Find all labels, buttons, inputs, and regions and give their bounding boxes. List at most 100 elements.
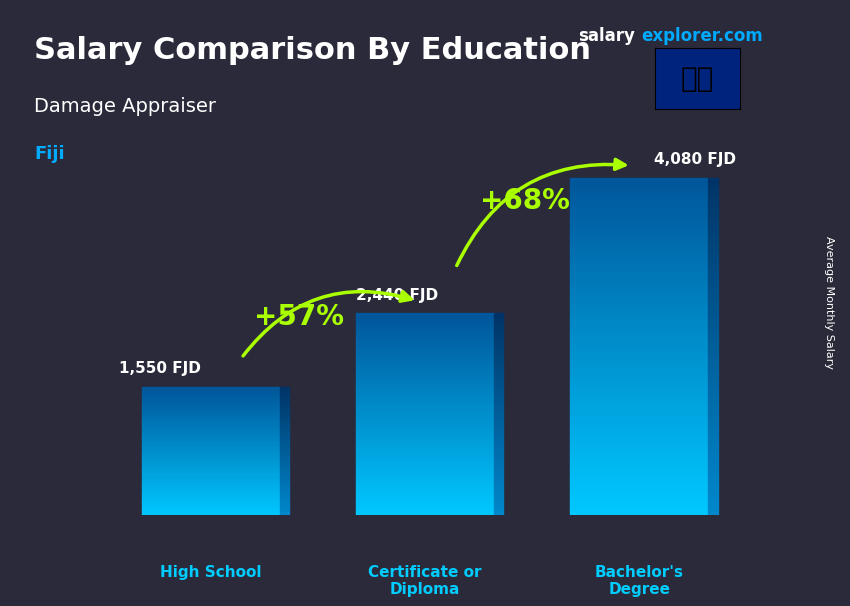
Bar [708,335,717,341]
Bar [708,425,717,431]
Bar [570,352,708,358]
Bar [142,402,280,404]
Bar [142,504,280,507]
Bar [280,490,289,491]
Bar [570,330,708,335]
Bar [708,268,717,273]
Bar [708,296,717,302]
Bar [356,320,494,324]
Bar [142,445,280,447]
Bar [708,302,717,307]
Bar [142,491,280,494]
Bar [494,371,503,374]
Bar [570,347,708,352]
Bar [570,307,708,313]
Bar [142,447,280,449]
Bar [570,206,708,211]
Bar [494,491,503,495]
Bar [708,397,717,403]
Bar [280,462,289,464]
Bar [142,500,280,502]
Bar [494,458,503,461]
Bar [280,404,289,406]
Bar [494,330,503,334]
Bar [708,459,717,465]
Bar [356,505,494,508]
Bar [570,414,708,419]
Bar [280,491,289,494]
Bar [494,357,503,361]
Bar [280,466,289,468]
Bar [494,334,503,337]
Bar [570,189,708,195]
Bar [356,364,494,367]
Bar [142,387,280,389]
Bar [142,483,280,485]
Bar [570,178,708,184]
Bar [280,436,289,438]
Bar [280,468,289,470]
Bar [708,223,717,228]
Text: Certificate or
Diploma: Certificate or Diploma [368,565,482,597]
Bar [142,441,280,442]
Bar [570,273,708,279]
Bar [708,324,717,330]
Bar [570,290,708,296]
Bar [280,508,289,511]
Bar [280,494,289,496]
Bar [142,459,280,462]
Bar [142,398,280,400]
Bar [356,471,494,474]
Bar [280,424,289,425]
Bar [280,413,289,415]
Bar [570,341,708,347]
Bar [570,256,708,262]
Bar [142,474,280,477]
Bar [356,381,494,384]
Bar [142,400,280,402]
Bar [570,302,708,307]
Bar [708,341,717,347]
Bar [280,453,289,455]
Bar [280,500,289,502]
Bar [708,369,717,375]
Bar [142,430,280,432]
Bar [494,431,503,435]
Bar [570,369,708,375]
Bar [708,262,717,268]
Bar [708,431,717,436]
Bar [142,391,280,393]
Bar [280,447,289,449]
Bar [356,391,494,394]
Bar [142,438,280,441]
Bar [570,268,708,273]
Bar [708,228,717,234]
Bar [280,400,289,402]
Bar [280,498,289,500]
Bar [142,498,280,500]
Bar [280,402,289,404]
Bar [570,386,708,391]
Bar [570,465,708,470]
Bar [494,381,503,384]
Bar [494,421,503,424]
Bar [280,459,289,462]
Bar [570,442,708,448]
Bar [356,428,494,431]
Bar [494,378,503,381]
Bar [280,410,289,413]
Bar [280,449,289,451]
Bar [356,485,494,488]
Bar [356,448,494,451]
Bar [708,465,717,470]
Bar [356,508,494,511]
Bar [142,481,280,483]
Bar [356,415,494,418]
Bar [494,448,503,451]
Text: Fiji: Fiji [34,145,65,164]
Bar [494,435,503,438]
Bar [494,411,503,415]
Bar [494,394,503,398]
Bar [708,290,717,296]
Bar [356,491,494,495]
